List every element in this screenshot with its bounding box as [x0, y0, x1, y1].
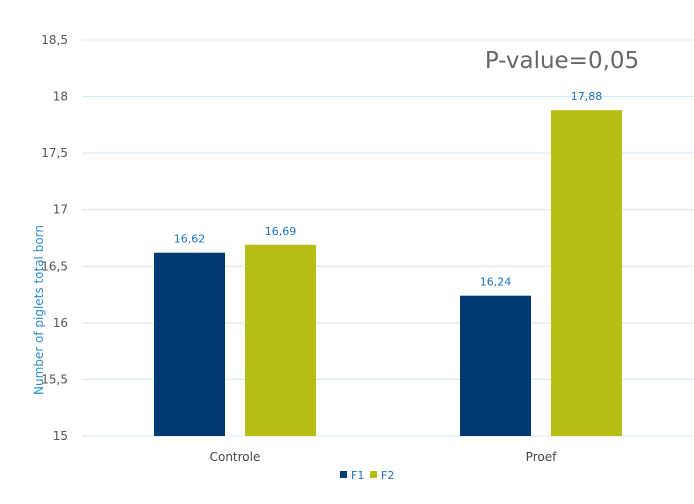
y-tick-label: 18,5: [41, 33, 68, 47]
y-tick-label: 17,5: [41, 146, 68, 160]
legend-swatch-f1: [340, 471, 347, 478]
bar-f2-controle: [245, 244, 316, 436]
x-category-label: Controle: [210, 450, 261, 464]
bars: [154, 110, 622, 437]
y-axis-label: Number of piglets total born: [32, 225, 46, 395]
legend-swatch-f2: [370, 471, 377, 478]
data-label: 16,69: [265, 225, 297, 238]
y-axis-ticks: 15 15,5 16 16,5 17 17,5 18 18,5: [41, 33, 68, 443]
bar-f1-controle: [154, 252, 225, 436]
data-label: 16,62: [174, 233, 206, 246]
p-value-annotation: P-value=0,05: [485, 48, 639, 74]
y-tick-label: 16,5: [41, 259, 68, 273]
data-label: 17,88: [571, 90, 603, 103]
legend-label-f1: F1: [351, 469, 364, 482]
data-labels: 16,62 16,69 16,24 17,88: [174, 90, 603, 289]
legend-label-f2: F2: [381, 469, 394, 482]
y-tick-label: 15: [53, 429, 68, 443]
bar-f1-proef: [460, 295, 531, 436]
x-axis-categories: Controle Proef: [210, 450, 557, 464]
y-tick-label: 15,5: [41, 372, 68, 386]
x-category-label: Proef: [526, 450, 557, 464]
bar-f2-proef: [551, 110, 622, 437]
data-label: 16,24: [480, 276, 512, 289]
y-tick-label: 18: [53, 90, 68, 104]
y-tick-label: 16: [53, 316, 68, 330]
y-tick-label: 17: [53, 203, 68, 217]
legend: F1 F2: [340, 469, 394, 482]
